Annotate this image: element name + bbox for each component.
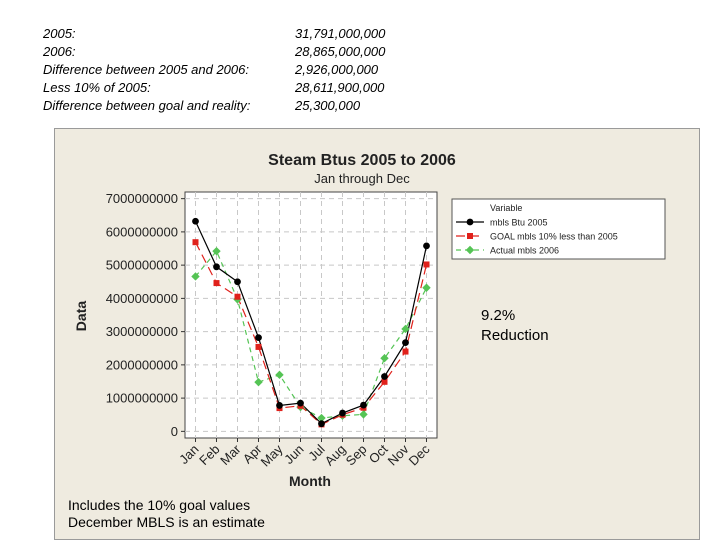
legend-entry: GOAL mbls 10% less than 2005 — [490, 232, 618, 242]
data-point — [401, 324, 410, 334]
x-tick-label: Dec — [406, 441, 433, 468]
data-point — [317, 413, 326, 423]
data-point — [318, 420, 325, 428]
summary-value: 31,791,000,000 — [295, 26, 386, 41]
data-point — [359, 410, 368, 419]
series-line — [194, 221, 428, 425]
reduction-percent: 9.2% — [481, 307, 516, 324]
data-point — [275, 370, 284, 380]
summary-label: Difference between goal and reality: — [43, 98, 251, 113]
summary-value: 2,926,000,000 — [295, 62, 379, 77]
data-point — [255, 343, 262, 350]
y-tick-label: 2000000000 — [106, 357, 178, 372]
reduction-label: Reduction — [481, 327, 549, 344]
y-tick-label: 5000000000 — [106, 258, 178, 273]
data-point — [191, 272, 200, 281]
y-tick-label: 0 — [171, 424, 178, 439]
data-point — [465, 245, 475, 255]
data-point — [467, 233, 473, 239]
data-point — [213, 263, 220, 271]
data-point — [234, 278, 241, 286]
data-point — [466, 218, 474, 226]
data-point — [402, 348, 409, 355]
data-point — [380, 354, 389, 363]
data-point — [402, 339, 409, 346]
legend-box — [451, 198, 666, 260]
y-tick-label: 3000000000 — [106, 324, 178, 339]
data-point — [381, 378, 388, 385]
summary-label: 2005: — [43, 26, 76, 41]
legend-entry: mbls Btu 2005 — [490, 218, 548, 228]
data-point — [192, 217, 199, 225]
y-axis-title: Data — [73, 301, 89, 332]
summary-label: 2006: — [43, 44, 76, 59]
x-tick-label: Jan — [176, 442, 201, 467]
data-point — [422, 283, 431, 292]
chart-subtitle: Jan through Dec — [314, 171, 410, 186]
x-tick-label: Jun — [281, 442, 306, 467]
data-point — [360, 401, 367, 409]
legend-entry: Actual mbls 2006 — [490, 246, 559, 256]
plot-area — [184, 191, 438, 439]
x-axis-title: Month — [289, 473, 331, 489]
note-goal-values: Includes the 10% goal values — [68, 497, 251, 513]
reduction-annotation: 9.2% Reduction — [481, 306, 549, 346]
data-point — [423, 261, 430, 268]
data-point — [381, 373, 388, 380]
data-point — [213, 280, 220, 287]
data-point — [339, 409, 346, 417]
legend-title: Variable — [490, 203, 522, 213]
y-tick-label: 7000000000 — [106, 191, 178, 206]
x-tick-label: Oct — [366, 441, 391, 466]
data-point — [255, 334, 262, 342]
y-tick-label: 6000000000 — [106, 224, 178, 239]
summary-label: Difference between 2005 and 2006: — [43, 62, 249, 77]
summary-value: 28,865,000,000 — [295, 44, 386, 59]
data-point — [297, 399, 304, 407]
data-point — [212, 246, 221, 256]
series-line — [194, 241, 428, 426]
y-tick-label: 1000000000 — [106, 391, 178, 406]
data-point — [234, 293, 241, 300]
chart-title: Steam Btus 2005 to 2006 — [268, 152, 456, 169]
data-point — [276, 402, 283, 409]
y-tick-label: 4000000000 — [106, 291, 178, 306]
note-december-estimate: December MBLS is an estimate — [68, 514, 265, 530]
data-point — [423, 242, 430, 250]
summary-label: Less 10% of 2005: — [43, 80, 151, 95]
chart-notes: Includes the 10% goal values December MB… — [68, 497, 265, 531]
summary-value: 25,300,000 — [295, 98, 361, 113]
summary-value: 28,611,900,000 — [295, 80, 385, 95]
data-point — [192, 239, 199, 246]
data-point — [254, 377, 263, 387]
